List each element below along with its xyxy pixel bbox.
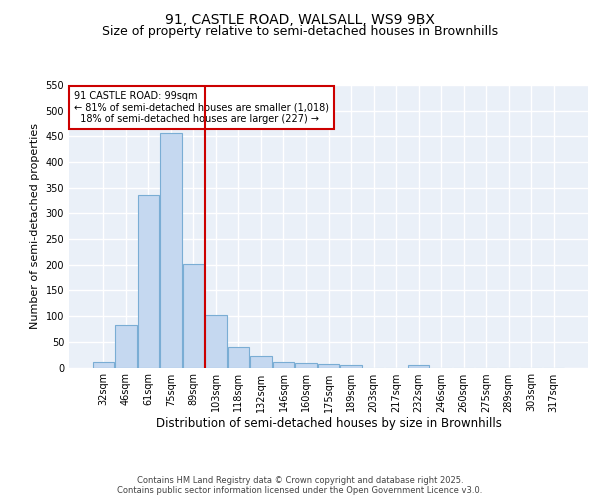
Bar (137, 196, 159, 368)
Bar (295, 364, 317, 368)
Bar (408, 366, 429, 368)
Bar (228, 347, 249, 368)
Text: 91, CASTLE ROAD, WALSALL, WS9 9BX: 91, CASTLE ROAD, WALSALL, WS9 9BX (165, 12, 435, 26)
Bar (318, 364, 339, 368)
Bar (182, 264, 204, 368)
Bar (92, 362, 114, 368)
Bar (340, 366, 362, 368)
Y-axis label: Number of semi-detached properties: Number of semi-detached properties (30, 123, 40, 329)
Text: Size of property relative to semi-detached houses in Brownhills: Size of property relative to semi-detach… (102, 25, 498, 38)
Bar (160, 133, 182, 368)
Bar (205, 315, 227, 368)
Text: Contains HM Land Registry data © Crown copyright and database right 2025.
Contai: Contains HM Land Registry data © Crown c… (118, 476, 482, 495)
Bar (250, 356, 272, 368)
Text: 91 CASTLE ROAD: 99sqm
← 81% of semi-detached houses are smaller (1,018)
  18% of: 91 CASTLE ROAD: 99sqm ← 81% of semi-deta… (74, 90, 329, 124)
X-axis label: Distribution of semi-detached houses by size in Brownhills: Distribution of semi-detached houses by … (155, 418, 502, 430)
Bar (273, 362, 294, 368)
Bar (115, 325, 137, 368)
